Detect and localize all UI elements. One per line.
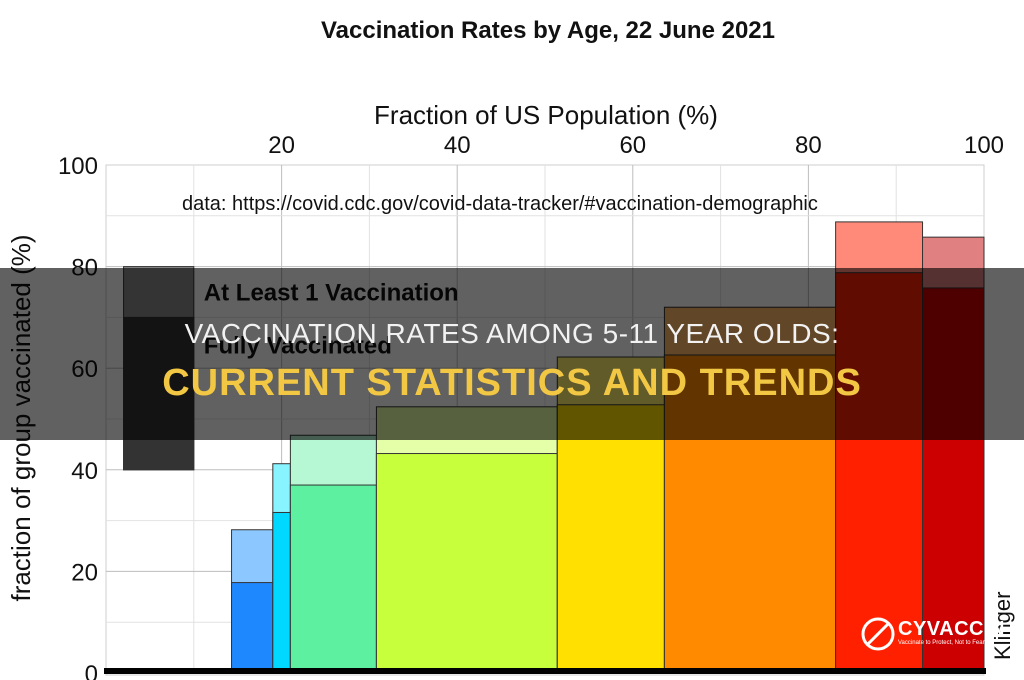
y-tick-label: 20 xyxy=(71,559,98,586)
bar-fully-vaccinated xyxy=(289,484,377,674)
syringe-icon xyxy=(861,617,895,651)
overlay-title-line1: VACCINATION RATES AMONG 5-11 YEAR OLDS: xyxy=(184,318,840,349)
watermark-tagline: Vaccinate to Protect, Not to Fear xyxy=(898,640,985,646)
watermark-logo: CYVACCIN Vaccinate to Protect, Not to Fe… xyxy=(860,614,1004,654)
overlay-band xyxy=(0,268,1024,440)
chart-title: Vaccination Rates by Age, 22 June 2021 xyxy=(321,17,775,44)
credit-text: Klinger xyxy=(990,592,1015,660)
overlay-title-line2: CURRENT STATISTICS AND TRENDS xyxy=(162,362,862,404)
y-tick-label: 100 xyxy=(58,153,98,180)
y-tick-label: 0 xyxy=(85,661,98,680)
x-tick-label: 20 xyxy=(268,132,295,159)
x-tick-label: 100 xyxy=(964,132,1004,159)
tick-labels: 20406080100020406080100 xyxy=(58,132,1004,680)
x-tick-label: 80 xyxy=(795,132,822,159)
bar-fully-vaccinated xyxy=(272,511,291,674)
x-axis-label: Fraction of US Population (%) xyxy=(374,100,718,130)
source-note: data: https://covid.cdc.gov/covid-data-t… xyxy=(182,193,818,215)
bar-fully-vaccinated xyxy=(231,582,274,674)
baseline xyxy=(104,668,986,674)
bar-fully-vaccinated xyxy=(375,453,558,674)
watermark-text: CYVACCIN xyxy=(898,618,1005,640)
x-tick-label: 40 xyxy=(444,132,471,159)
y-tick-label: 40 xyxy=(71,458,98,485)
x-tick-label: 60 xyxy=(619,132,646,159)
bar-fully-vaccinated xyxy=(556,404,665,674)
